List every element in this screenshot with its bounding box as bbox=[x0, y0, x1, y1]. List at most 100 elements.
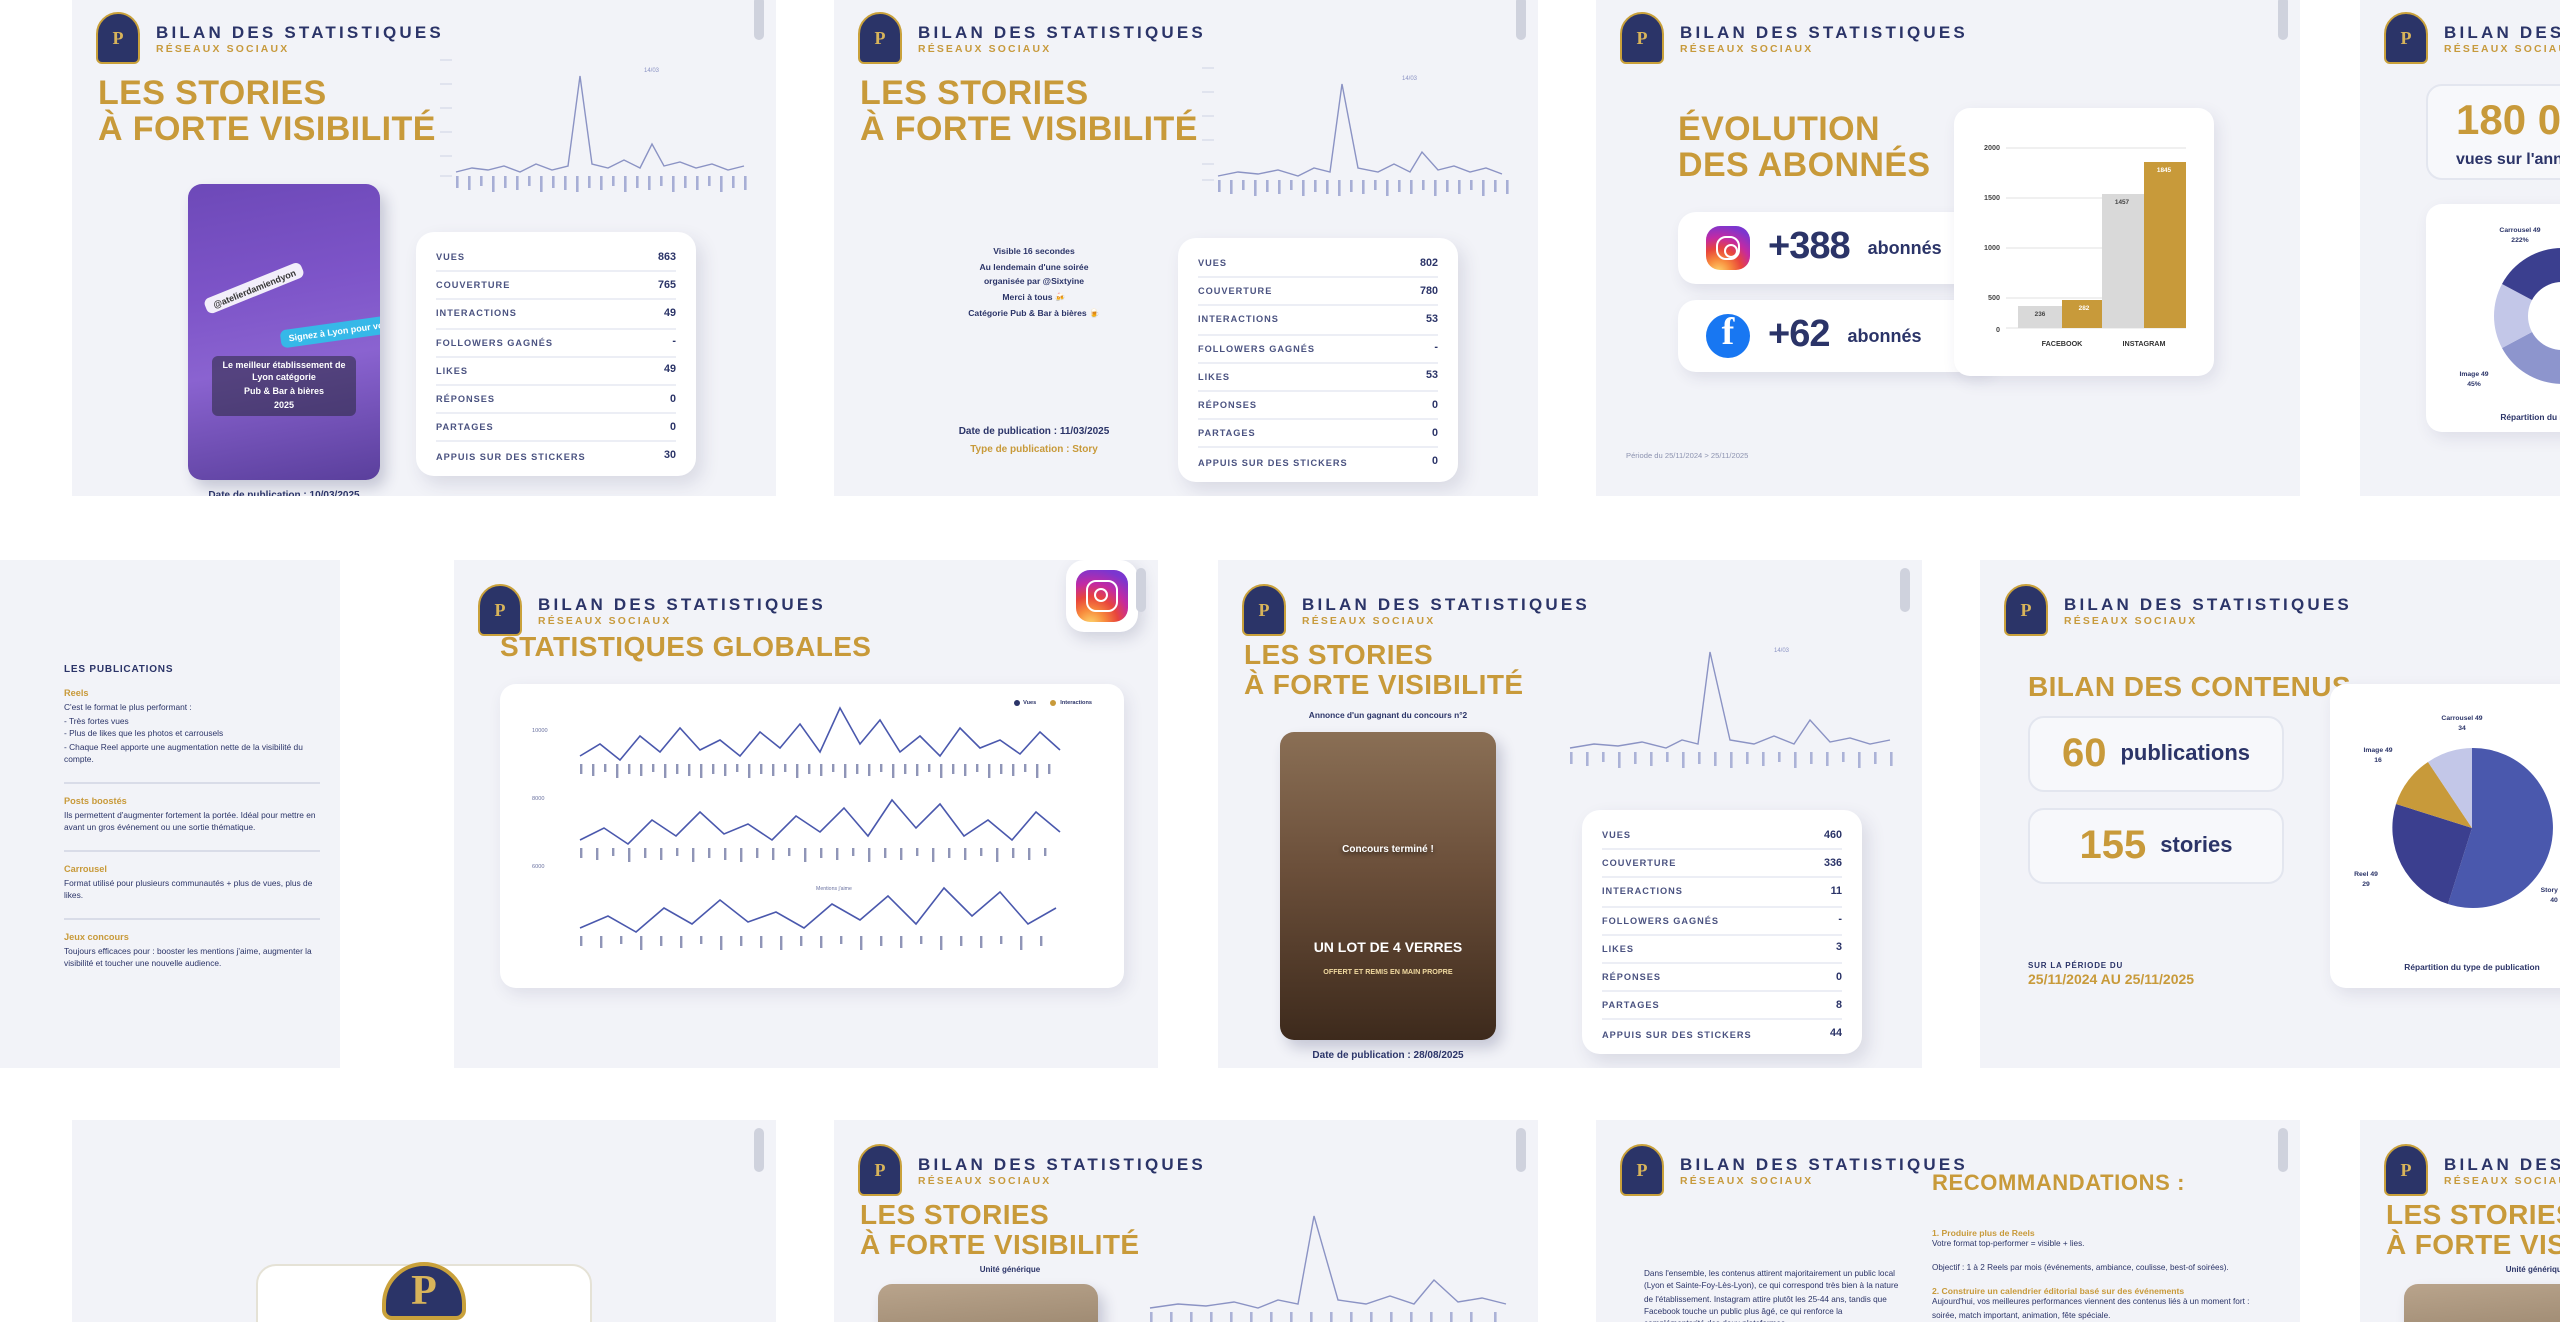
stat-value: 53 bbox=[1426, 370, 1438, 383]
slide-stories-2[interactable]: P BILAN DES STATISTIQUES RÉSEAUX SOCIAUX… bbox=[834, 0, 1538, 496]
svg-text:8000: 8000 bbox=[532, 796, 544, 802]
stat-value: 0 bbox=[1432, 456, 1438, 469]
crest-icon: P bbox=[1620, 1144, 1664, 1196]
slide-stories-6[interactable]: P BILAN DES STATISTIQUES RÉSEAUX SOCIAUX… bbox=[2360, 1120, 2560, 1322]
slide-global-stats[interactable]: P BILAN DES STATISTIQUES RÉSEAUX SOCIAUX… bbox=[454, 560, 1158, 1068]
story-preview-image: @atelierdamiendyon Signez à Lyon pour vo… bbox=[188, 184, 380, 480]
brand-header: P BILAN DES STATISTIQUES RÉSEAUX SOCIAUX bbox=[1620, 1144, 1968, 1196]
instagram-followers-unit: abonnés bbox=[1867, 238, 1942, 258]
brand-header: P BILAN DES STATISTIQUES RÉSEAUX SOCIAUX bbox=[2384, 12, 2560, 64]
publication-type-pie-chart: Carrousel 49 34 Image 49 16 Reel 49 29 Stor… bbox=[2354, 715, 2560, 908]
donut-caption: Répartition du nombre de vues bbox=[2500, 412, 2560, 422]
svg-text:Image 49: Image 49 bbox=[2363, 747, 2392, 754]
svg-text:1500: 1500 bbox=[1984, 193, 2000, 202]
section-title-jeux: Jeux concours bbox=[64, 931, 129, 941]
story-overlay-3: OFFERT ET REMIS EN MAIN PROPRE bbox=[1323, 968, 1453, 976]
stats-card: VUES 802 COUVERTURE 780 INTERACTIONS 53 FOL… bbox=[1178, 238, 1458, 482]
brand-title: BILAN DES STATISTIQUES bbox=[2444, 1153, 2560, 1173]
slide-scrollbar[interactable] bbox=[754, 0, 764, 40]
brand-subtitle: RÉSEAUX SOCIAUX bbox=[156, 43, 290, 55]
stat-label: FOLLOWERS GAGNÉS bbox=[1602, 915, 1720, 926]
brand-subtitle: RÉSEAUX SOCIAUX bbox=[1302, 615, 1436, 627]
story-preview-image: On vous attend Pour nos +1 An bbox=[2404, 1284, 2560, 1322]
story-caption-tag: Le meilleur établissement de Lyon catégor… bbox=[212, 356, 356, 416]
recommendations-list: 1. Produire plus de Reels Votre format t… bbox=[1932, 1216, 2272, 1322]
slide-title: BILAN DES CONTENUS bbox=[2028, 670, 2351, 702]
publications-number: 60 bbox=[2061, 731, 2107, 775]
stat-label: RÉPONSES bbox=[1602, 972, 1662, 983]
brand-title: BILAN DES STATISTIQUES bbox=[156, 21, 444, 41]
story-sticker-tag: Signez à Lyon pour vos 60% 🔒 bbox=[279, 309, 380, 349]
stats-card: VUES 460 COUVERTURE 336 INTERACTIONS 11 FOL… bbox=[1582, 810, 1862, 1054]
slide-scrollbar[interactable] bbox=[1136, 568, 1146, 612]
stat-label: FOLLOWERS GAGNÉS bbox=[436, 337, 554, 348]
slide-stories-3[interactable]: P BILAN DES STATISTIQUES RÉSEAUX SOCIAUX… bbox=[1218, 560, 1922, 1068]
stats-card: VUES 863 COUVERTURE 765 INTERACTIONS 49 FOL… bbox=[416, 232, 696, 476]
svg-text:FACEBOOK: FACEBOOK bbox=[2042, 339, 2084, 348]
svg-text:Mentions j'aime: Mentions j'aime bbox=[816, 886, 852, 892]
followers-bar-chart: 2000 1500 1000 500 0 236 282 1457 1845 FACE… bbox=[1984, 143, 2186, 348]
facebook-followers-pill: f +62 abonnés bbox=[1678, 300, 1994, 372]
stat-value: 0 bbox=[670, 421, 676, 434]
section-body-posts: Ils permettent d'augmenter fortement la … bbox=[64, 809, 316, 832]
slide-stories-1[interactable]: P BILAN DES STATISTIQUES RÉSEAUX SOCIAUX… bbox=[72, 0, 776, 496]
stories-number: 155 bbox=[2079, 823, 2147, 867]
stat-value: 336 bbox=[1824, 857, 1842, 870]
story-note: Unité générique bbox=[979, 1264, 1041, 1274]
section-body-reels: C'est le format le plus performant : - T… bbox=[64, 702, 303, 764]
story-note: Visible 16 secondes Au lendemain d'une so… bbox=[968, 246, 1100, 318]
stat-value: 8 bbox=[1836, 999, 1842, 1012]
brand-title: BILAN DES STATISTIQUES bbox=[918, 1153, 1206, 1173]
stat-label: INTERACTIONS bbox=[1198, 314, 1279, 325]
story-preview-image: On vous attend Pour nos +1 An bbox=[878, 1284, 1098, 1322]
brand-header: P BILAN DES STATISTIQUES RÉSEAUX SOCIAUX bbox=[2004, 584, 2352, 636]
stat-label: FOLLOWERS GAGNÉS bbox=[1198, 343, 1316, 354]
stat-value: 49 bbox=[664, 307, 676, 320]
facebook-followers-unit: abonnés bbox=[1847, 326, 1922, 346]
facebook-icon: f bbox=[1706, 313, 1750, 358]
slide-publications[interactable]: LES PUBLICATIONS Reels C'est le format l… bbox=[0, 560, 340, 1068]
slide-stories-5[interactable]: P BILAN DES STATISTIQUES RÉSEAUX SOCIAUX… bbox=[834, 1120, 1538, 1322]
stat-value: 44 bbox=[1830, 1028, 1842, 1041]
section-body-jeux: Toujours efficaces pour : booster les me… bbox=[64, 945, 312, 968]
svg-text:Carrousel 49: Carrousel 49 bbox=[2441, 715, 2482, 722]
svg-text:1457: 1457 bbox=[2115, 199, 2130, 206]
stat-label: RÉPONSES bbox=[1198, 400, 1258, 411]
slide-content-summary[interactable]: P BILAN DES STATISTIQUES RÉSEAUX SOCIAUX… bbox=[1980, 560, 2560, 1068]
slide-scrollbar[interactable] bbox=[1516, 1128, 1526, 1172]
stat-value: 53 bbox=[1426, 313, 1438, 326]
brand-title: BILAN DES STATISTIQUES bbox=[2064, 593, 2352, 613]
section-body-carrousel: Format utilisé pour plusieurs communauté… bbox=[64, 877, 313, 900]
slide-scrollbar[interactable] bbox=[1516, 0, 1526, 40]
views-stat-box: 180 052 vues sur l'année 2025 bbox=[2426, 84, 2560, 180]
stat-value: 0 bbox=[1432, 399, 1438, 412]
stat-value: 11 bbox=[1830, 885, 1842, 898]
brand-subtitle: RÉSEAUX SOCIAUX bbox=[1680, 43, 1814, 55]
crest-icon: P bbox=[1242, 584, 1286, 636]
stat-label: LIKES bbox=[1602, 943, 1635, 954]
slide-scrollbar[interactable] bbox=[1900, 568, 1910, 612]
brand-subtitle: RÉSEAUX SOCIAUX bbox=[918, 43, 1052, 55]
slide-annual-overview[interactable]: P BILAN DES STATISTIQUES RÉSEAUX SOCIAUX… bbox=[2360, 0, 2560, 496]
stories-label: stories bbox=[2160, 834, 2233, 858]
svg-text:500: 500 bbox=[1988, 293, 2000, 302]
brand-subtitle: RÉSEAUX SOCIAUX bbox=[918, 1175, 1052, 1187]
crest-icon: P bbox=[858, 12, 902, 64]
period-value: 25/11/2024 AU 25/11/2025 bbox=[2028, 974, 2195, 988]
svg-text:14/03: 14/03 bbox=[644, 68, 660, 74]
rec-item-body: Votre format top-performer = visible + l… bbox=[1932, 1238, 2229, 1273]
crest-icon: P bbox=[858, 1144, 902, 1196]
stat-value: 49 bbox=[664, 364, 676, 377]
slide-scrollbar[interactable] bbox=[754, 1128, 764, 1172]
facebook-followers-value: +62 bbox=[1768, 314, 1830, 356]
slide-recommendations[interactable]: P BILAN DES STATISTIQUES RÉSEAUX SOCIAUX… bbox=[1596, 1120, 2300, 1322]
slide-cover[interactable]: P BILAN DE L'ANNÉE 2025 DÉCEMBRE 2025 Ka… bbox=[72, 1120, 776, 1322]
brand-title: BILAN DES STATISTIQUES bbox=[918, 21, 1206, 41]
slide-scrollbar[interactable] bbox=[2278, 0, 2288, 40]
slide-evolution-abonnes[interactable]: P BILAN DES STATISTIQUES RÉSEAUX SOCIAUX… bbox=[1596, 0, 2300, 496]
slide-scrollbar[interactable] bbox=[2278, 1128, 2288, 1172]
stat-label: COUVERTURE bbox=[1602, 858, 1677, 869]
svg-text:INSTAGRAM: INSTAGRAM bbox=[2123, 339, 2166, 348]
